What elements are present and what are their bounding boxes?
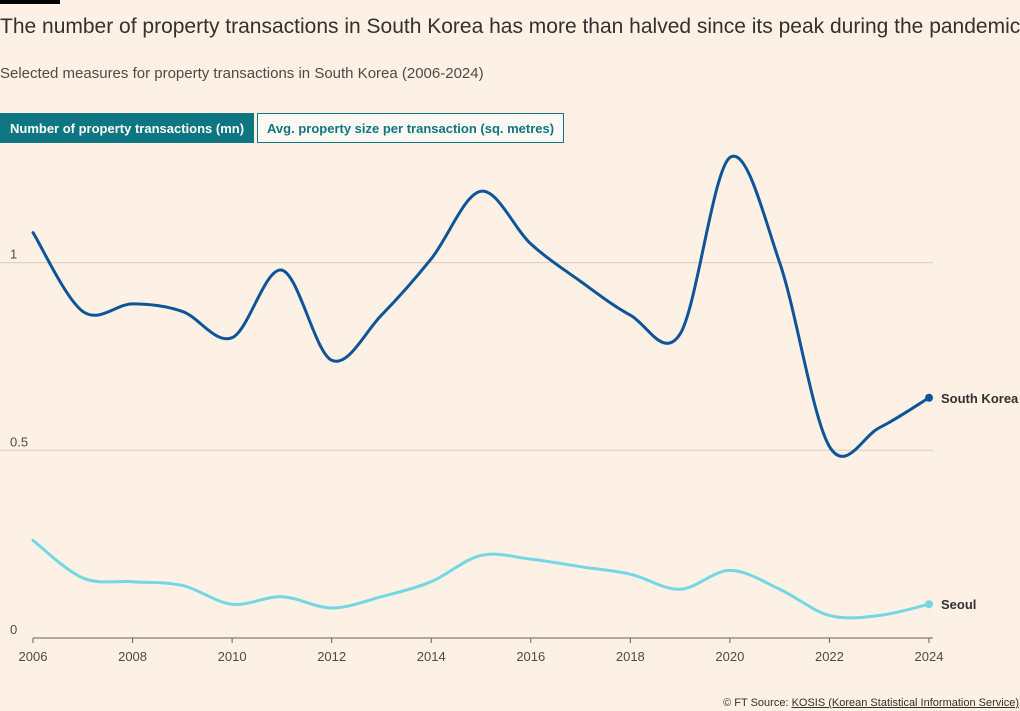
gridlines: 00.51	[0, 247, 933, 637]
x-tick-label: 2020	[715, 649, 744, 664]
x-tick-label: 2018	[616, 649, 645, 664]
x-tick-label: 2010	[218, 649, 247, 664]
x-tick-label: 2016	[516, 649, 545, 664]
y-tick-label: 0	[10, 622, 17, 637]
source-label: Source:	[750, 697, 789, 709]
series-line-south-korea	[31, 154, 931, 458]
chart-subtitle: Selected measures for property transacti…	[0, 65, 484, 82]
chart-title: The number of property transactions in S…	[0, 15, 1020, 38]
copyright-text: © FT	[723, 697, 748, 709]
series-endpoint-south-korea	[925, 393, 933, 402]
y-tick-label: 1	[10, 247, 17, 262]
x-tick-label: 2024	[915, 649, 944, 664]
series-line-seoul	[31, 538, 931, 620]
tab-number-of-transactions[interactable]: Number of property transactions (mn)	[0, 113, 255, 143]
x-tick-label: 2012	[317, 649, 346, 664]
series-labels: South Korea Seoul	[941, 391, 1019, 612]
series-label-seoul: Seoul	[941, 597, 976, 612]
series-label-south-korea: South Korea	[941, 391, 1019, 406]
top-accent-bar	[0, 0, 60, 4]
source-link[interactable]: KOSIS (Korean Statistical Information Se…	[791, 697, 1019, 709]
x-tick-label: 2006	[19, 649, 48, 664]
series-lines	[31, 154, 933, 620]
x-tick-label: 2008	[118, 649, 147, 664]
x-tick-label: 2022	[815, 649, 844, 664]
source-footer: © FT Source: KOSIS (Korean Statistical I…	[723, 697, 1019, 709]
series-endpoint-seoul	[925, 600, 933, 609]
x-axis: 2006 2008 2010 2012 2014 2016 2018 2020 2022 2024	[19, 637, 944, 664]
tab-avg-property-size[interactable]: Avg. property size per transaction (sq. …	[257, 113, 565, 143]
y-tick-label: 0.5	[10, 434, 28, 449]
x-tick-label: 2014	[417, 649, 446, 664]
measure-tabs: Number of property transactions (mn) Avg…	[0, 113, 565, 143]
